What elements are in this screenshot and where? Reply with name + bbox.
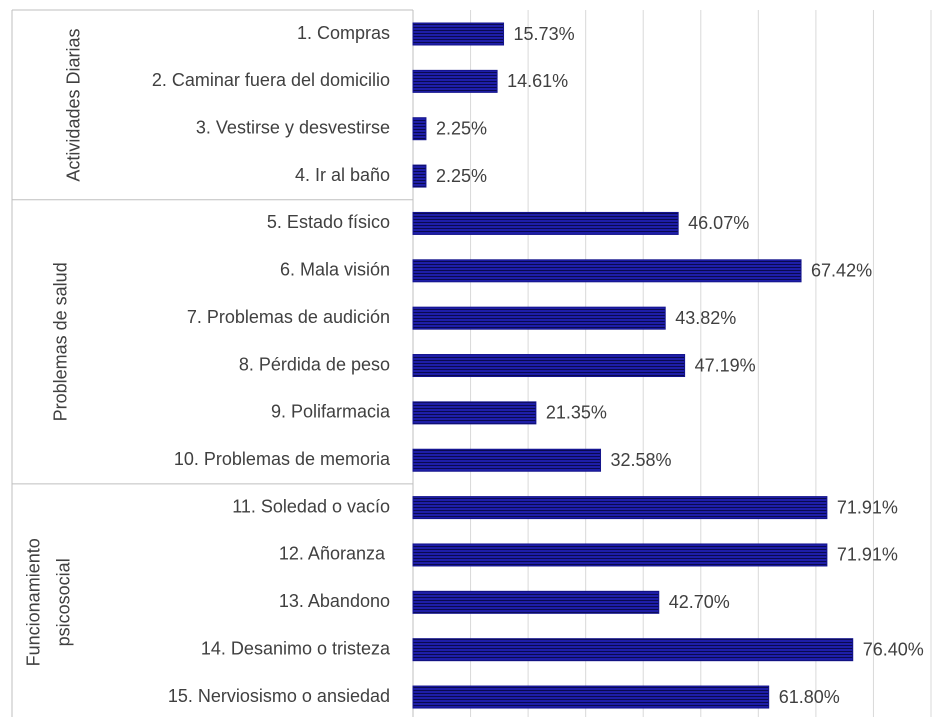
value-label: 61.80% [779, 687, 840, 707]
bar [412, 638, 854, 662]
bar [412, 590, 660, 614]
category-label: 3. Vestirse y desvestirse [196, 117, 390, 137]
category-label: 7. Problemas de audición [187, 307, 390, 327]
group-label: Funcionamiento [24, 538, 44, 666]
group-label: Actividades Diarias [64, 29, 84, 182]
category-label: 14. Desanimo o tristeza [201, 638, 391, 658]
bar [412, 164, 427, 188]
value-label: 47.19% [695, 355, 756, 375]
category-label: 12. Añoranza [279, 544, 390, 564]
value-label: 2.25% [436, 118, 487, 138]
category-label: 8. Pérdida de peso [239, 354, 390, 374]
category-label: 5. Estado físico [267, 212, 390, 232]
bar [412, 543, 828, 567]
value-label: 14.61% [507, 71, 568, 91]
bar [412, 211, 679, 235]
bar [412, 69, 498, 93]
value-label: 21.35% [546, 403, 607, 423]
value-label: 32.58% [611, 450, 672, 470]
value-label: 43.82% [675, 308, 736, 328]
value-label: 71.91% [837, 545, 898, 565]
category-label: 10. Problemas de memoria [174, 449, 391, 469]
bar [412, 685, 770, 709]
category-label: 13. Abandono [279, 591, 390, 611]
value-label: 46.07% [688, 213, 749, 233]
bar [412, 22, 505, 46]
bar [412, 259, 802, 283]
category-label: 6. Mala visión [280, 260, 390, 280]
category-label: 15. Nerviosismo o ansiedad [168, 686, 390, 706]
value-label: 15.73% [514, 24, 575, 44]
value-label: 67.42% [811, 261, 872, 281]
group-label: Problemas de salud [51, 262, 71, 421]
value-label: 71.91% [837, 497, 898, 517]
group-label: psicosocial [54, 558, 74, 646]
bar [412, 354, 686, 378]
category-label: 11. Soledad o vacío [232, 496, 390, 516]
bar [412, 448, 602, 472]
category-label: 9. Polifarmacia [271, 402, 391, 422]
bar [412, 401, 537, 425]
bar [412, 496, 828, 520]
value-label: 76.40% [863, 639, 924, 659]
category-label: 4. Ir al baño [295, 165, 390, 185]
bar [412, 306, 666, 330]
value-label: 42.70% [669, 592, 730, 612]
category-label: 1. Compras [297, 23, 390, 43]
category-label: 2. Caminar fuera del domicilio [152, 70, 390, 90]
value-label: 2.25% [436, 166, 487, 186]
bar [412, 117, 427, 141]
